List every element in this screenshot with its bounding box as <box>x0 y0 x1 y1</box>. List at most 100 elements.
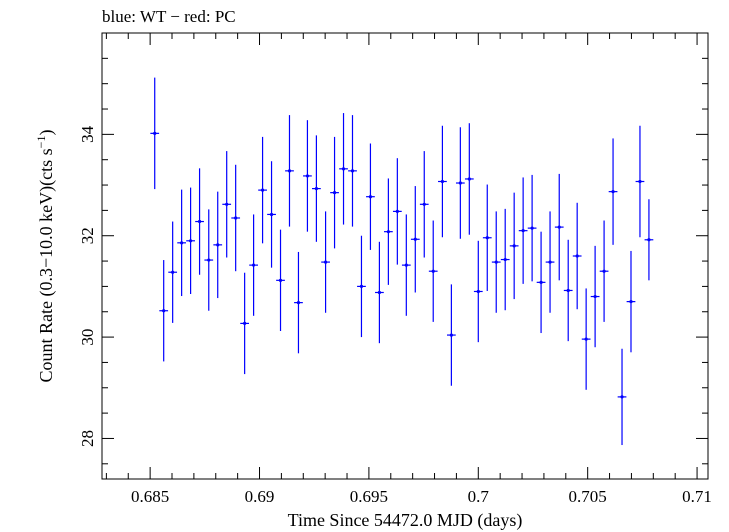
point-marker <box>234 216 238 220</box>
point-marker <box>395 209 399 213</box>
data-point <box>321 211 330 313</box>
point-marker <box>368 195 373 199</box>
point-marker <box>305 174 310 178</box>
y-tick-label: 32 <box>78 227 97 244</box>
point-marker <box>512 244 516 248</box>
data-point <box>240 272 250 375</box>
axis-tick-labels: 0.685 0.69 0.695 0.7 0.705 0.71 28 30 32 34 <box>78 125 712 506</box>
data-point <box>249 214 258 316</box>
data-point <box>303 120 312 232</box>
point-marker <box>521 229 525 233</box>
point-marker <box>269 212 274 217</box>
point-marker <box>243 321 247 326</box>
x-tick-label: 0.7 <box>468 487 490 506</box>
y-tick-label: 30 <box>78 329 97 346</box>
point-marker <box>485 236 489 240</box>
data-point <box>150 77 160 190</box>
y-axis-title-sup: −1 <box>34 136 48 149</box>
point-marker <box>278 278 283 282</box>
data-point <box>608 138 618 245</box>
point-marker <box>440 179 445 184</box>
data-point <box>572 202 582 310</box>
data-point <box>383 178 393 285</box>
point-marker <box>494 260 498 264</box>
plot-frame <box>101 32 709 480</box>
data-point <box>195 168 204 275</box>
point-marker <box>171 270 175 274</box>
point-marker <box>467 177 471 181</box>
data-point <box>419 151 429 258</box>
x-axis-title: Time Since 54472.0 MJD (days) <box>288 510 523 531</box>
point-marker <box>530 226 534 230</box>
data-point <box>401 214 411 316</box>
data-point <box>554 173 564 281</box>
data-point <box>186 187 195 295</box>
point-marker <box>566 288 570 293</box>
data-point <box>222 151 232 258</box>
data-point <box>581 288 591 390</box>
point-marker <box>180 241 184 245</box>
data-point <box>159 260 169 362</box>
data-point <box>635 125 645 238</box>
point-marker <box>449 333 453 337</box>
data-point <box>231 164 241 272</box>
point-marker <box>404 263 408 267</box>
point-marker <box>314 186 318 191</box>
y-axis-title-main: Count Rate (0.3−10.0 keV)(cts s <box>36 148 57 382</box>
data-point <box>339 113 348 225</box>
point-marker <box>539 280 543 284</box>
data-point <box>491 211 501 313</box>
axis-ticks <box>102 32 708 479</box>
point-marker <box>162 309 166 313</box>
point-marker <box>638 179 642 184</box>
data-point <box>518 177 528 284</box>
data-point <box>392 158 402 265</box>
data-point <box>357 235 366 338</box>
data-point <box>563 239 573 342</box>
data-point <box>590 245 600 348</box>
point-marker <box>216 243 220 247</box>
chart-title: blue: WT − red: PC <box>102 7 236 26</box>
point-marker <box>350 169 355 173</box>
point-marker <box>548 260 552 264</box>
point-marker <box>359 284 364 289</box>
data-point <box>626 250 636 353</box>
data-point <box>500 208 510 311</box>
point-marker <box>629 300 633 304</box>
data-point <box>213 191 223 299</box>
data-point <box>312 135 321 242</box>
y-tick-label: 28 <box>78 430 97 447</box>
data-point <box>644 199 654 281</box>
point-marker <box>413 237 417 241</box>
point-marker <box>503 257 507 262</box>
point-marker <box>575 254 579 258</box>
point-marker <box>323 260 328 264</box>
data-point <box>410 186 420 293</box>
point-marker <box>197 219 202 224</box>
data-point <box>527 174 537 282</box>
y-axis-title-tail: ) <box>36 130 57 136</box>
point-marker <box>377 290 382 295</box>
data-point <box>509 192 519 300</box>
point-marker <box>287 169 292 173</box>
data-point <box>464 123 474 235</box>
point-marker <box>584 337 588 341</box>
data-point <box>258 136 267 244</box>
data-point <box>482 184 492 291</box>
data-point <box>267 161 276 268</box>
data-point <box>447 284 456 386</box>
data-point <box>177 189 187 297</box>
data-point <box>348 115 357 227</box>
point-marker <box>296 301 301 305</box>
point-marker <box>647 238 651 242</box>
x-tick-label: 0.69 <box>245 487 275 506</box>
data-point <box>294 251 303 354</box>
point-marker <box>611 190 615 194</box>
data-point <box>168 221 178 323</box>
x-tick-label: 0.71 <box>682 487 712 506</box>
data-point <box>599 220 609 322</box>
data-point <box>285 115 294 227</box>
data-point <box>366 143 375 250</box>
point-marker <box>153 131 157 135</box>
